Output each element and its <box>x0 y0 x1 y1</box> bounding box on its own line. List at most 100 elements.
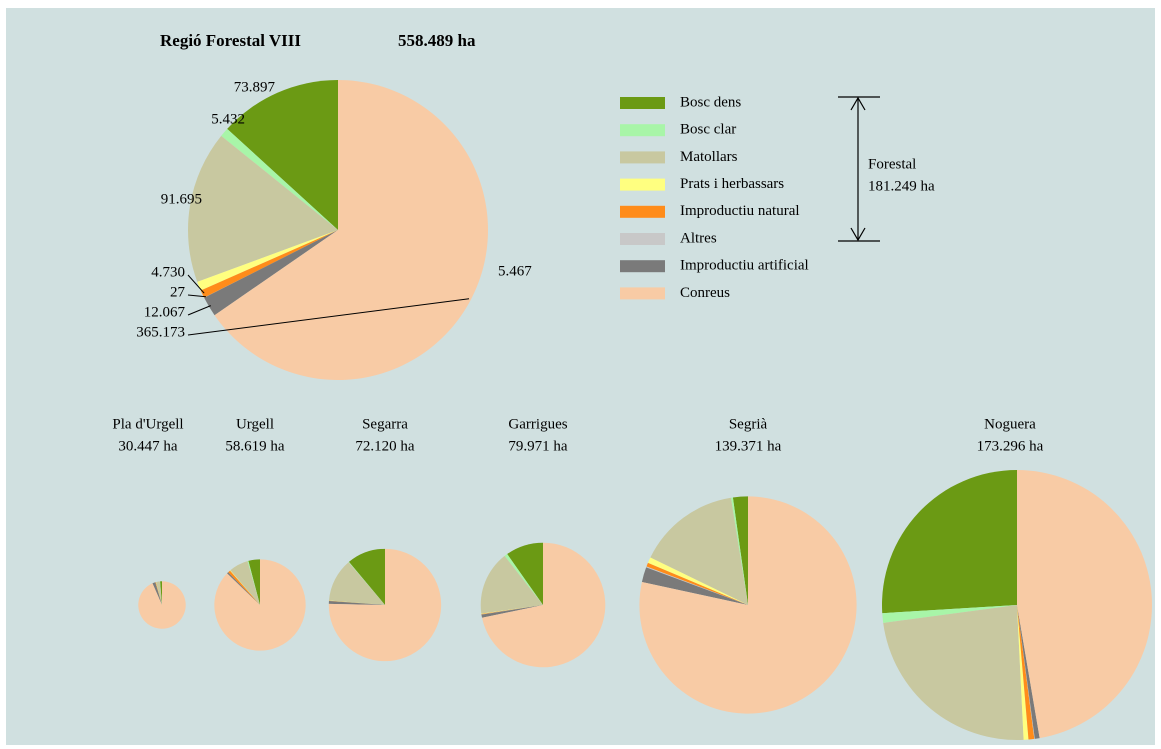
legend-label: Improductiu natural <box>680 203 800 219</box>
leader-line <box>187 305 211 316</box>
legend-label: Improductiu artificial <box>680 258 809 274</box>
pie-total: 72.120 ha <box>355 438 415 454</box>
pie-slice <box>152 582 162 605</box>
pie-total: 173.296 ha <box>977 438 1044 454</box>
pie-slice <box>481 605 543 615</box>
legend-label: Matollars <box>680 149 738 165</box>
pie-slice <box>200 230 338 298</box>
legend-swatch <box>620 178 665 191</box>
data-label: 73.897 <box>234 79 276 95</box>
pie-name: Pla d'Urgell <box>112 416 183 432</box>
leader-line <box>187 294 206 298</box>
legend-label: Altres <box>680 230 717 246</box>
data-label: 5.467 <box>498 263 532 279</box>
pie-slice <box>227 572 260 605</box>
pie-slice <box>214 559 306 651</box>
chart-title: Regió Forestal VIII <box>160 31 301 50</box>
legend-label: Conreus <box>680 285 730 301</box>
data-label: 4.730 <box>151 264 185 280</box>
forestal-bracket <box>838 96 880 242</box>
chart-subtitle: 558.489 ha <box>398 31 476 50</box>
pie-slice <box>732 496 748 605</box>
pie-slice <box>641 567 748 605</box>
legend-swatch <box>620 233 665 245</box>
pie-slice <box>1017 470 1153 739</box>
pie-slice <box>1017 605 1035 739</box>
pie-slice <box>228 572 260 605</box>
leader-line <box>187 298 470 336</box>
pie-slice <box>221 128 338 230</box>
pie-slice <box>481 605 543 618</box>
legend-swatch <box>620 287 665 300</box>
pie-slice <box>481 605 543 615</box>
pie-slice <box>480 555 543 614</box>
pie-slice <box>639 496 857 714</box>
pie-slice <box>882 605 1017 623</box>
pie-slice <box>646 566 748 605</box>
annotation-value: 181.249 ha <box>868 178 935 194</box>
pie-slice <box>155 582 162 605</box>
pie-name: Noguera <box>984 416 1036 432</box>
pie-name: Segrià <box>729 416 768 432</box>
pie-slice <box>155 582 162 605</box>
pie-total: 30.447 ha <box>118 438 178 454</box>
pie-slice <box>647 557 748 605</box>
pie-slice <box>1017 605 1035 740</box>
pie-slice <box>197 230 338 291</box>
legend-swatch <box>620 124 665 137</box>
legend-swatch <box>620 97 665 109</box>
annotation-label: Forestal <box>868 156 916 172</box>
legend-swatch <box>620 205 665 218</box>
pie-slice <box>329 562 385 605</box>
pie-slice <box>504 554 543 605</box>
legend-label: Bosc clar <box>680 122 736 138</box>
data-label: 91.695 <box>161 191 202 207</box>
pie-slice <box>507 542 543 605</box>
pie-name: Urgell <box>236 416 274 432</box>
legend-swatch <box>620 151 665 164</box>
pie-slice <box>228 570 260 605</box>
data-label: 27 <box>170 284 186 300</box>
pie-slice <box>227 80 338 230</box>
pie-slice <box>328 600 385 605</box>
pie-slice <box>328 548 442 662</box>
pie-slice <box>328 600 385 605</box>
pie-slice <box>482 542 606 668</box>
pie-slice <box>348 548 385 605</box>
pie-slice <box>160 581 162 605</box>
pie-slice <box>646 562 748 605</box>
pie-slice <box>348 561 385 605</box>
pie-slice <box>204 230 338 316</box>
pie-slice <box>138 581 186 629</box>
pie-name: Garrigues <box>508 416 567 432</box>
pie-slice <box>481 605 543 615</box>
pie-slice <box>730 497 748 605</box>
pie-slice <box>881 470 1017 614</box>
pie-slice <box>1017 605 1029 740</box>
pie-slice <box>248 559 260 605</box>
legend-swatch <box>620 260 665 273</box>
pie-slice <box>187 135 338 282</box>
pie-slice <box>328 600 385 605</box>
pie-name: Segarra <box>362 416 408 432</box>
legend-label: Bosc dens <box>680 94 741 110</box>
pie-slice <box>155 581 162 605</box>
pie-slice <box>1017 605 1040 739</box>
pie-slice <box>155 582 162 605</box>
pie-slice <box>328 600 385 605</box>
pie-slice <box>247 560 260 605</box>
pie-total: 79.971 ha <box>508 438 568 454</box>
legend-label: Prats i herbassars <box>680 176 784 192</box>
data-label: 365.173 <box>136 324 185 340</box>
leader-line <box>187 274 205 294</box>
pie-slice <box>230 561 260 605</box>
pie-total: 139.371 ha <box>715 438 782 454</box>
pie-slice <box>229 570 260 605</box>
data-label: 12.067 <box>144 304 186 320</box>
pie-slice <box>650 497 748 605</box>
data-label: 5.432 <box>211 111 245 127</box>
pie-slice <box>204 230 338 298</box>
pie-slice <box>883 605 1024 740</box>
pie-total: 58.619 ha <box>225 438 285 454</box>
